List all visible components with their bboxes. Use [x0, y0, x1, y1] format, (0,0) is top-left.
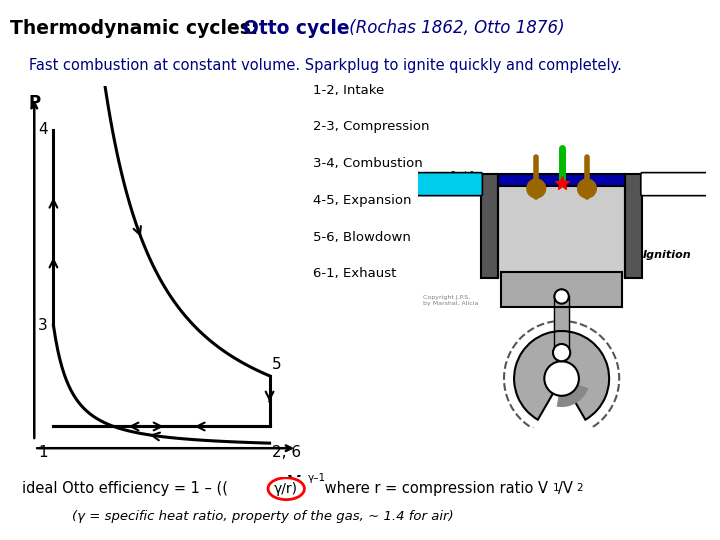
Text: 2, 6: 2, 6 — [272, 444, 302, 460]
Text: Fast combustion at constant volume. Sparkplug to ignite quickly and completely.: Fast combustion at constant volume. Spar… — [29, 58, 621, 73]
Wedge shape — [557, 379, 588, 407]
Text: 1-2, Intake: 1-2, Intake — [313, 84, 384, 97]
Text: 1: 1 — [38, 444, 48, 460]
Circle shape — [553, 344, 570, 361]
Text: 3-4, Combustion: 3-4, Combustion — [313, 157, 423, 170]
FancyBboxPatch shape — [641, 173, 716, 195]
Text: 5: 5 — [272, 357, 282, 372]
Circle shape — [526, 178, 546, 199]
Text: γ–1: γ–1 — [308, 473, 326, 483]
Wedge shape — [514, 331, 609, 420]
Bar — [481, 174, 498, 278]
Text: 6-1, Exhaust: 6-1, Exhaust — [313, 267, 397, 280]
Text: Thermodynamic cycles:: Thermodynamic cycles: — [10, 19, 265, 38]
Circle shape — [554, 289, 569, 303]
Text: (Rochas 1862, Otto 1876): (Rochas 1862, Otto 1876) — [344, 19, 564, 37]
Text: ideal Otto efficiency = 1 – ((: ideal Otto efficiency = 1 – (( — [22, 481, 228, 496]
Circle shape — [577, 178, 597, 199]
Text: Copyright J.P.S.
by Marshal, Alicia: Copyright J.P.S. by Marshal, Alicia — [423, 295, 479, 306]
Bar — [498, 174, 625, 186]
Text: Ignition: Ignition — [642, 249, 691, 260]
Text: Otto cycle: Otto cycle — [243, 19, 350, 38]
Text: 2: 2 — [576, 483, 582, 493]
Bar — [501, 272, 622, 307]
Bar — [498, 186, 625, 278]
Text: 4: 4 — [38, 123, 48, 137]
FancyBboxPatch shape — [408, 173, 482, 195]
Text: P: P — [29, 93, 41, 112]
Text: 2-3, Compression: 2-3, Compression — [313, 120, 430, 133]
Text: 3: 3 — [38, 318, 48, 333]
Bar — [625, 174, 642, 278]
Text: /V: /V — [558, 481, 573, 496]
Text: (γ = specific heat ratio, property of the gas, ~ 1.4 for air): (γ = specific heat ratio, property of th… — [72, 510, 454, 523]
Text: 5-6, Blowdown: 5-6, Blowdown — [313, 231, 411, 244]
Text: γ/r): γ/r) — [274, 482, 298, 496]
Text: Fuel &
mixture in: Fuel & mixture in — [436, 171, 475, 191]
Text: 1: 1 — [553, 483, 559, 493]
Text: 4-5, Expansion: 4-5, Expansion — [313, 194, 412, 207]
Text: where r = compression ratio V: where r = compression ratio V — [320, 481, 549, 496]
Text: V: V — [288, 474, 301, 491]
Circle shape — [544, 361, 579, 396]
